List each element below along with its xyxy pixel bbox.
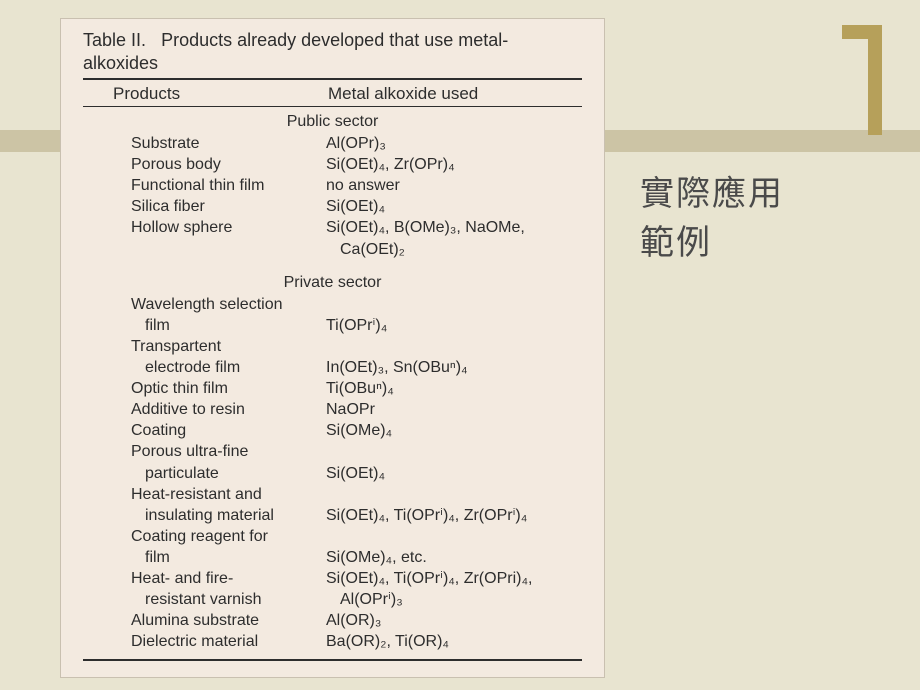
cell-alkoxide: Si(OEt)₄, Zr(OPr)₄ — [326, 154, 582, 175]
header-alkoxide: Metal alkoxide used — [328, 84, 582, 104]
cell-alkoxide: Si(OEt)₄, Ti(OPrⁱ)₄, Zr(OPrⁱ)₄ — [326, 505, 582, 526]
cell-product: Porous ultra-fine — [131, 441, 326, 462]
cell-product: Porous body — [131, 154, 326, 175]
cell-product: Functional thin film — [131, 175, 326, 196]
cell-alkoxide: Al(OR)₃ — [326, 610, 582, 631]
cell-product: particulate — [131, 463, 326, 484]
cell-alkoxide: In(OEt)₃, Sn(OBuⁿ)₄ — [326, 357, 582, 378]
cell-alkoxide: Si(OEt)₄, Ti(OPrⁱ)₄, Zr(OPri)₄, — [326, 568, 582, 589]
side-line-2: 範例 — [640, 219, 784, 268]
cell-product: Additive to resin — [131, 399, 326, 420]
table-row: Silica fiberSi(OEt)₄ — [131, 196, 582, 217]
table-title: Table II. Products already developed tha… — [83, 29, 582, 74]
cell-alkoxide: Al(OPr)₃ — [326, 133, 582, 154]
cell-alkoxide — [326, 336, 582, 357]
table-row: Hollow sphereSi(OEt)₄, B(OMe)₃, NaOMe, — [131, 217, 582, 238]
table-row: CoatingSi(OMe)₄ — [131, 420, 582, 441]
table-row: SubstrateAl(OPr)₃ — [131, 133, 582, 154]
cell-product: Transpartent — [131, 336, 326, 357]
cell-alkoxide — [326, 526, 582, 547]
cell-alkoxide: Ti(OBuⁿ)₄ — [326, 378, 582, 399]
cell-product: Coating — [131, 420, 326, 441]
table-row: particulateSi(OEt)₄ — [131, 463, 582, 484]
table-row: filmSi(OMe)₄, etc. — [131, 547, 582, 568]
cell-alkoxide — [326, 294, 582, 315]
table-row: Wavelength selection — [131, 294, 582, 315]
table-row: Optic thin filmTi(OBuⁿ)₄ — [131, 378, 582, 399]
table-header: Products Metal alkoxide used — [83, 82, 582, 106]
cell-product: Coating reagent for — [131, 526, 326, 547]
rule-top — [83, 78, 582, 80]
cell-alkoxide: Si(OEt)₄, B(OMe)₃, NaOMe, — [326, 217, 582, 238]
corner-accent — [842, 25, 882, 135]
table-row: Functional thin filmno answer — [131, 175, 582, 196]
table-row: Transpartent — [131, 336, 582, 357]
table-row: Additive to resinNaOPr — [131, 399, 582, 420]
cell-alkoxide: Si(OMe)₄, etc. — [326, 547, 582, 568]
cell-product: Alumina substrate — [131, 610, 326, 631]
table-row: resistant varnishAl(OPrⁱ)₃ — [131, 589, 582, 610]
cell-product: Hollow sphere — [131, 217, 326, 238]
cell-alkoxide: Si(OEt)₄ — [326, 463, 582, 484]
table-row: Dielectric materialBa(OR)₂, Ti(OR)₄ — [131, 631, 582, 652]
rule-bottom — [83, 659, 582, 661]
table-row: Ca(OEt)₂ — [131, 239, 582, 260]
cell-product: Heat- and fire- — [131, 568, 326, 589]
public-rows: SubstrateAl(OPr)₃Porous bodySi(OEt)₄, Zr… — [83, 133, 582, 260]
cell-product — [131, 239, 326, 260]
section-public: Public sector — [83, 113, 582, 131]
cell-alkoxide — [326, 484, 582, 505]
cell-product: Silica fiber — [131, 196, 326, 217]
cell-alkoxide: no answer — [326, 175, 582, 196]
cell-alkoxide: Al(OPrⁱ)₃ — [326, 589, 582, 610]
cell-alkoxide — [326, 441, 582, 462]
cell-product: Dielectric material — [131, 631, 326, 652]
cell-alkoxide: Ca(OEt)₂ — [326, 239, 582, 260]
cell-product: Wavelength selection — [131, 294, 326, 315]
table-row: Heat-resistant and — [131, 484, 582, 505]
cell-product: electrode film — [131, 357, 326, 378]
header-products: Products — [113, 84, 328, 104]
cell-product: Substrate — [131, 133, 326, 154]
table-row: electrode filmIn(OEt)₃, Sn(OBuⁿ)₄ — [131, 357, 582, 378]
table-row: insulating materialSi(OEt)₄, Ti(OPrⁱ)₄, … — [131, 505, 582, 526]
cell-product: Heat-resistant and — [131, 484, 326, 505]
cell-product: film — [131, 315, 326, 336]
private-rows: Wavelength selectionfilmTi(OPrⁱ)₄Transpa… — [83, 294, 582, 653]
table-title-text-a: Products already developed that use meta… — [161, 30, 508, 50]
table-row: Alumina substrateAl(OR)₃ — [131, 610, 582, 631]
cell-alkoxide: Si(OMe)₄ — [326, 420, 582, 441]
table-row: Heat- and fire-Si(OEt)₄, Ti(OPrⁱ)₄, Zr(O… — [131, 568, 582, 589]
cell-alkoxide: NaOPr — [326, 399, 582, 420]
cell-product: resistant varnish — [131, 589, 326, 610]
table-row: Porous bodySi(OEt)₄, Zr(OPr)₄ — [131, 154, 582, 175]
section-private: Private sector — [83, 274, 582, 292]
cell-product: Optic thin film — [131, 378, 326, 399]
scanned-table: Table II. Products already developed tha… — [60, 18, 605, 678]
side-caption: 實際應用 範例 — [640, 170, 784, 269]
table-row: Coating reagent for — [131, 526, 582, 547]
cell-alkoxide: Si(OEt)₄ — [326, 196, 582, 217]
table-row: filmTi(OPrⁱ)₄ — [131, 315, 582, 336]
table-title-text-b: alkoxides — [83, 53, 158, 73]
table-title-num: Table II. — [83, 30, 146, 50]
rule-header — [83, 106, 582, 107]
side-line-1: 實際應用 — [640, 170, 784, 219]
table-row: Porous ultra-fine — [131, 441, 582, 462]
cell-product: film — [131, 547, 326, 568]
cell-alkoxide: Ti(OPrⁱ)₄ — [326, 315, 582, 336]
cell-product: insulating material — [131, 505, 326, 526]
cell-alkoxide: Ba(OR)₂, Ti(OR)₄ — [326, 631, 582, 652]
